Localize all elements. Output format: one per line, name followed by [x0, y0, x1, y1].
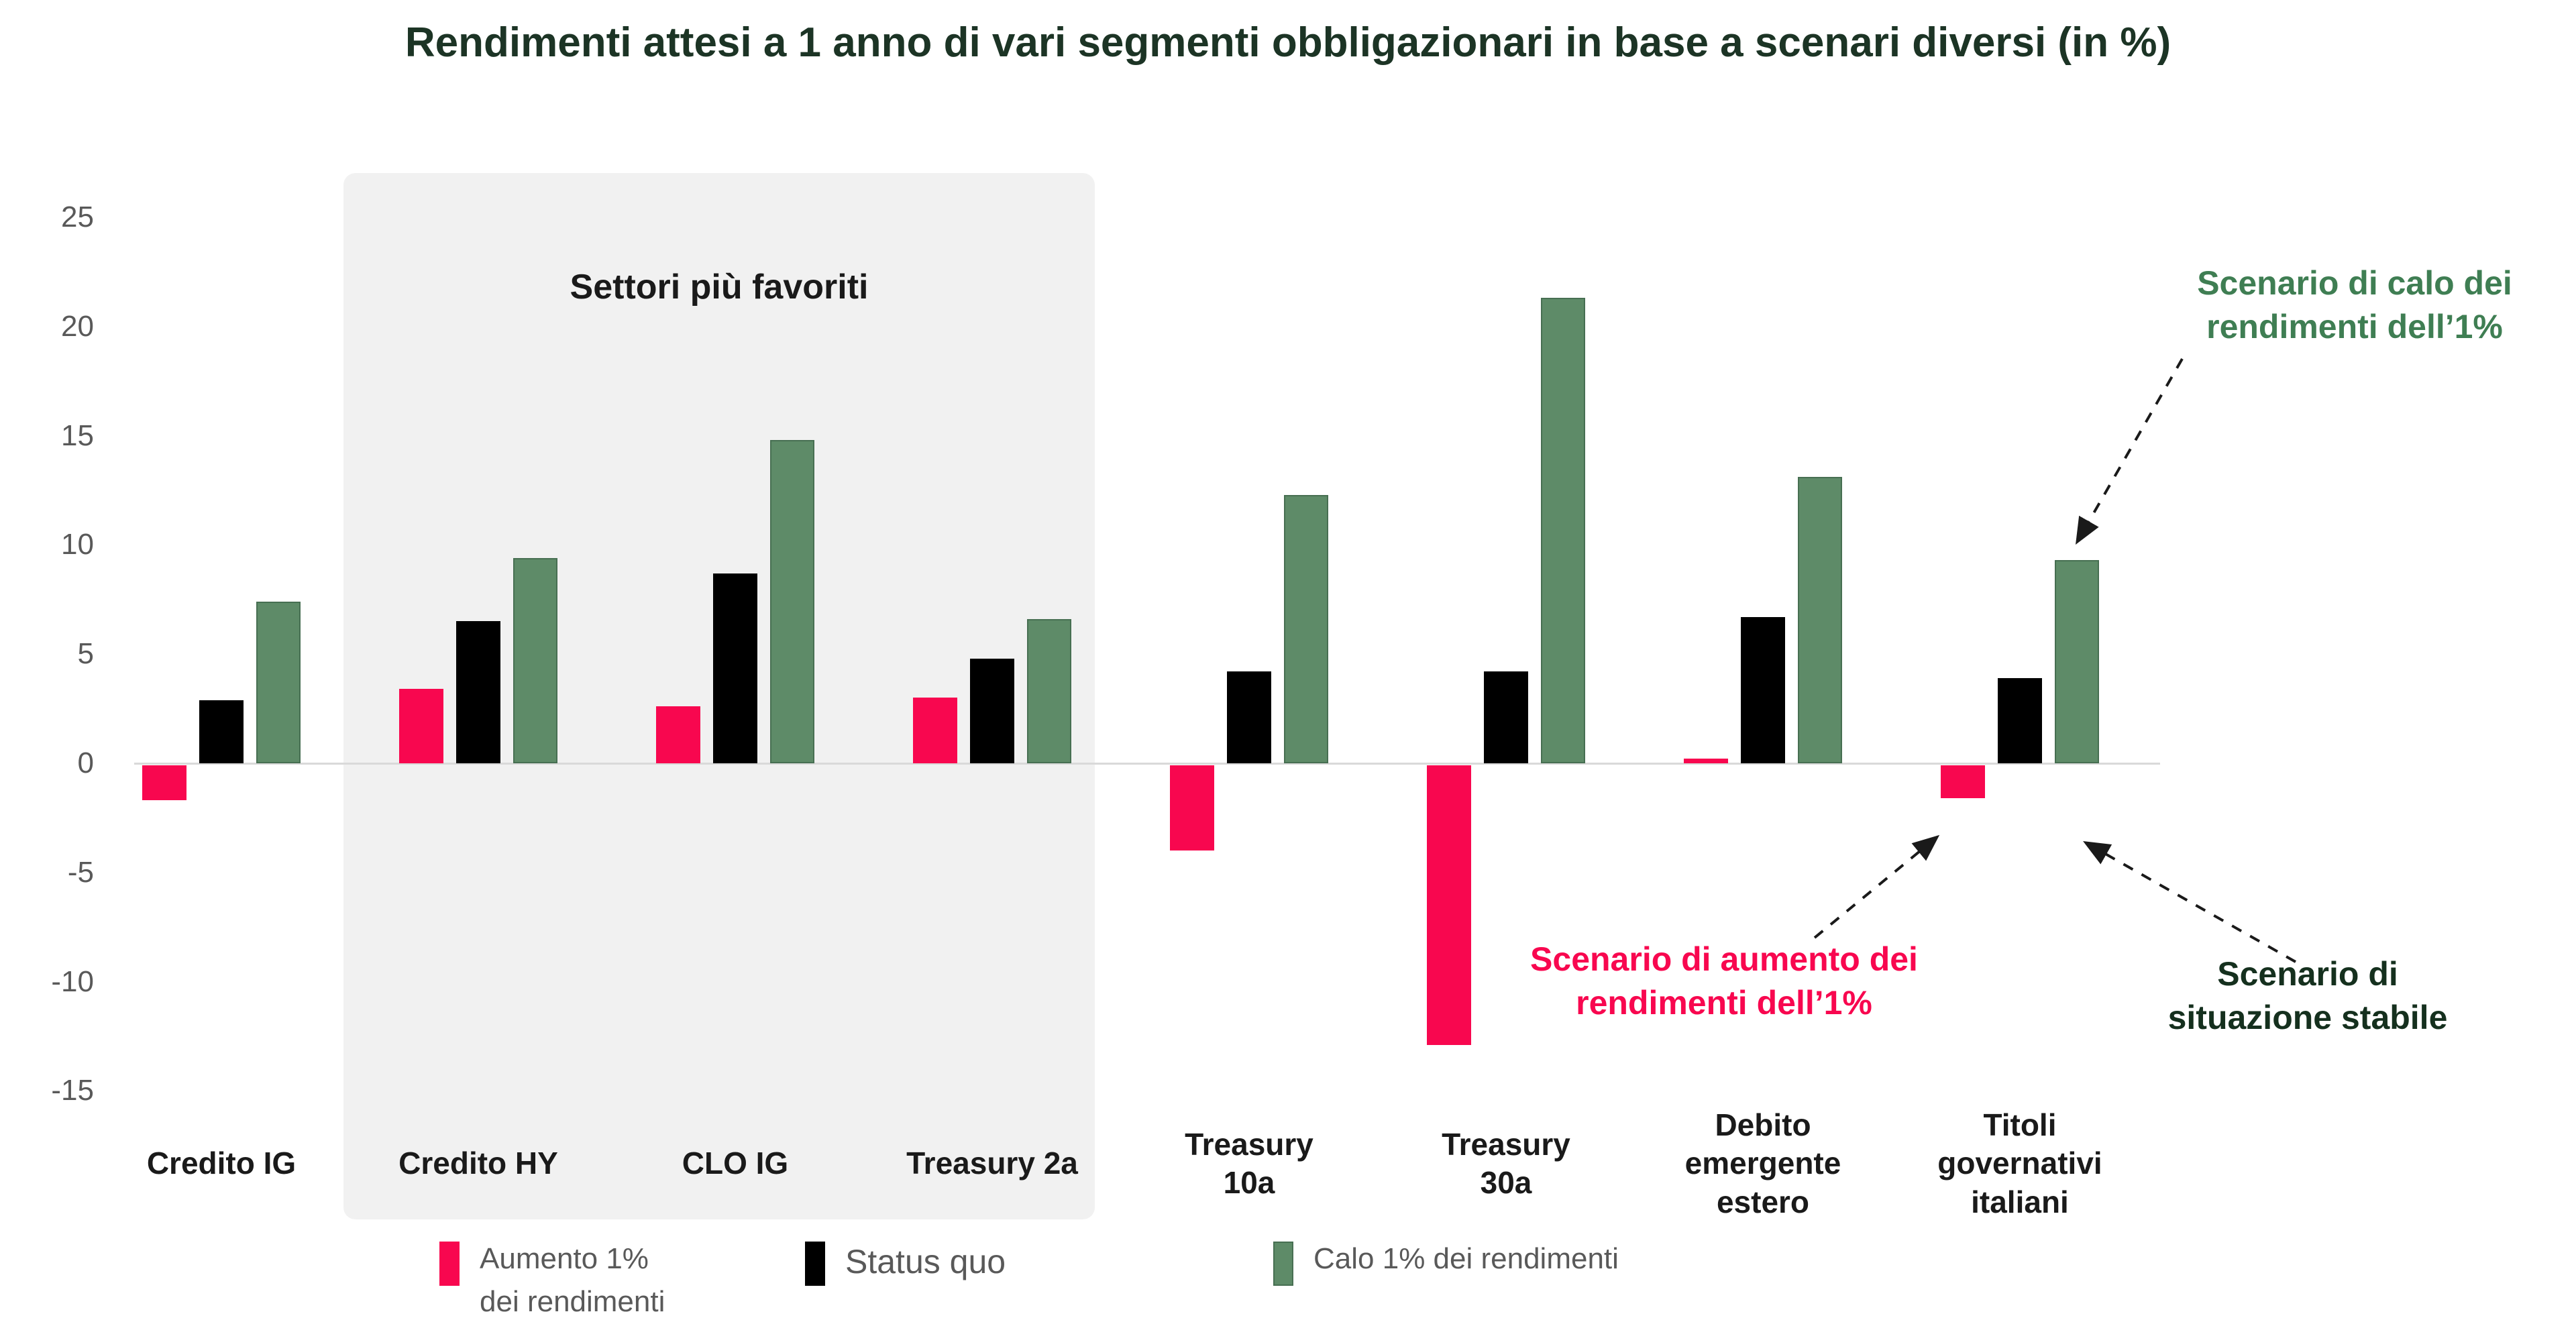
category-label-treasury-2a: Treasury 2a — [906, 1146, 1078, 1181]
annotation-aumento-scenario: Scenario di aumento dei rendimenti dell’… — [1530, 940, 1918, 1022]
bar-status-quo-credito-ig — [199, 700, 244, 763]
legend-item-status-quo: Status quo — [805, 1238, 1006, 1286]
category-label-treasury-30a: Treasury 30a — [1442, 1126, 1570, 1201]
bar-status-quo-clo-ig — [713, 573, 757, 763]
bar-status-quo-treasury-10a — [1227, 671, 1271, 763]
arrow-aumento — [1813, 834, 1940, 939]
arrow-calo — [2076, 358, 2184, 545]
y-tick-20: 20 — [61, 309, 94, 343]
bar-aumento-1-dei-rendimenti-titoli-governativi-italiani — [1941, 765, 1985, 798]
legend-marker-status-quo — [805, 1242, 825, 1286]
category-label-treasury-10a: Treasury 10a — [1185, 1126, 1313, 1201]
legend-label-status-quo: Status quo — [845, 1243, 1006, 1280]
legend-label-aumento-1-dei-rendimenti: Aumento 1% dei rendimenti — [480, 1242, 665, 1318]
bar-status-quo-debito-emergente-estero — [1741, 616, 1785, 763]
category-label-debito-emergente-estero: Debito emergente estero — [1684, 1107, 1841, 1219]
bar-aumento-1-dei-rendimenti-treasury-2a — [913, 698, 957, 763]
legend-label-calo-1-dei-rendimenti: Calo 1% dei rendimenti — [1313, 1242, 1619, 1275]
y-tick-15: 15 — [61, 419, 94, 452]
bar-aumento-1-dei-rendimenti-clo-ig — [656, 706, 700, 763]
legend-item-calo-1-dei-rendimenti: Calo 1% dei rendimenti — [1273, 1238, 1619, 1286]
zero-axis-line — [134, 763, 2160, 765]
bar-calo-1-dei-rendimenti-clo-ig — [770, 440, 814, 763]
annotation-calo-scenario: Scenario di calo dei rendimenti dell’1% — [2197, 264, 2512, 345]
legend: Aumento 1% dei rendimenti Status quo Calo … — [0, 1238, 2576, 1318]
bar-calo-1-dei-rendimenti-debito-emergente-estero — [1798, 477, 1842, 763]
y-tick-10: 10 — [61, 528, 94, 561]
bar-aumento-1-dei-rendimenti-credito-hy — [399, 689, 443, 763]
highlight-band-label: Settori più favoriti — [570, 268, 869, 307]
bar-calo-1-dei-rendimenti-credito-ig — [256, 602, 301, 763]
bar-status-quo-treasury-30a — [1484, 671, 1528, 763]
chart-title: Rendimenti attesi a 1 anno di vari segme… — [405, 19, 2171, 66]
bar-aumento-1-dei-rendimenti-treasury-10a — [1170, 765, 1214, 850]
bar-status-quo-titoli-governativi-italiani — [1998, 678, 2042, 763]
legend-marker-aumento-1-dei-rendimenti — [439, 1242, 460, 1286]
y-tick--15: -15 — [51, 1074, 94, 1107]
bar-status-quo-treasury-2a — [970, 658, 1014, 763]
y-tick--5: -5 — [67, 855, 94, 889]
bar-calo-1-dei-rendimenti-treasury-10a — [1284, 494, 1328, 763]
bar-status-quo-credito-hy — [456, 621, 500, 763]
bar-aumento-1-dei-rendimenti-credito-ig — [142, 765, 186, 801]
bar-aumento-1-dei-rendimenti-treasury-30a — [1427, 765, 1471, 1045]
legend-marker-calo-1-dei-rendimenti — [1273, 1242, 1293, 1286]
bar-calo-1-dei-rendimenti-treasury-2a — [1027, 619, 1071, 763]
bar-calo-1-dei-rendimenti-titoli-governativi-italiani — [2055, 560, 2099, 763]
y-tick-25: 25 — [61, 201, 94, 233]
bar-calo-1-dei-rendimenti-credito-hy — [513, 557, 557, 763]
bar-aumento-1-dei-rendimenti-debito-emergente-estero — [1684, 759, 1728, 763]
bar-calo-1-dei-rendimenti-treasury-30a — [1541, 298, 1585, 763]
category-label-credito-ig: Credito IG — [146, 1146, 297, 1181]
y-tick-0: 0 — [77, 747, 94, 779]
category-label-credito-hy: Credito HY — [398, 1146, 558, 1181]
category-label-titoli-governativi-italiani: Titoli governativi italiani — [1937, 1107, 2102, 1219]
y-tick--10: -10 — [51, 965, 94, 998]
legend-item-aumento-1-dei-rendimenti: Aumento 1% dei rendimenti — [439, 1238, 665, 1318]
y-tick-5: 5 — [77, 637, 94, 671]
arrow-stabile — [2083, 841, 2296, 963]
category-label-clo-ig: CLO IG — [682, 1146, 789, 1181]
annotation-stabile-scenario: Scenario di situazione stabile — [2167, 955, 2448, 1036]
